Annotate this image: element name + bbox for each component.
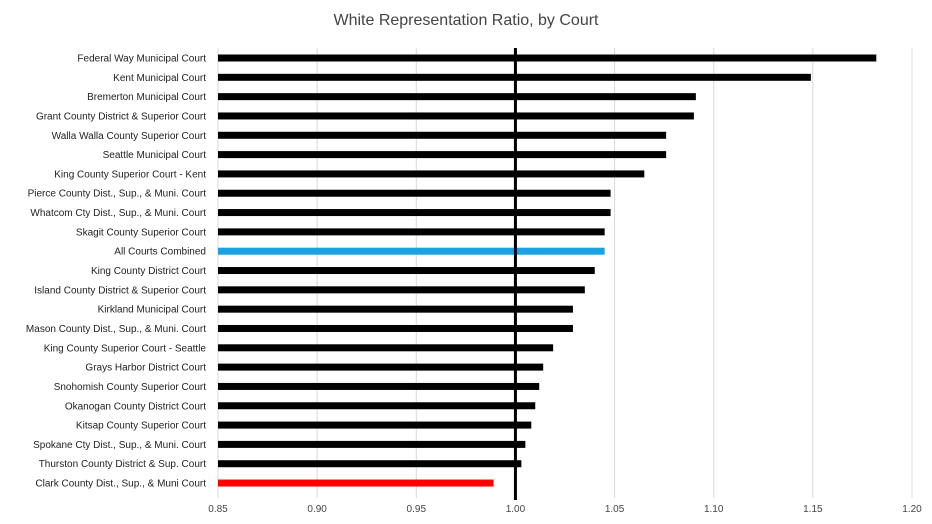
category-label: Walla Walla County Superior Court (52, 131, 207, 142)
category-label: Kirkland Municipal Court (98, 305, 207, 316)
bar (218, 363, 544, 371)
bar (218, 151, 667, 159)
x-tick-label: 1.00 (506, 504, 526, 515)
category-label: Kitsap County Superior Court (76, 421, 206, 432)
category-label: Federal Way Municipal Court (77, 54, 206, 65)
bar (218, 305, 573, 313)
category-label: King County Superior Court - Seattle (44, 343, 207, 354)
bar (218, 131, 667, 139)
bar (218, 189, 611, 197)
chart-title: White Representation Ratio, by Court (333, 12, 599, 29)
bar (218, 460, 522, 468)
category-label: Okanogan County District Court (65, 401, 206, 412)
bar (218, 209, 611, 217)
bar (218, 421, 532, 429)
bar (218, 479, 494, 487)
category-label: Pierce County Dist., Sup., & Muni. Court (28, 189, 207, 200)
bar (218, 170, 645, 178)
category-label: Snohomish County Superior Court (54, 382, 207, 393)
bar (218, 247, 605, 255)
category-label: Grant County District & Superior Court (36, 111, 206, 122)
category-label: Mason County Dist., Sup., & Muni. Court (26, 324, 206, 335)
bar (218, 286, 585, 294)
category-label: Whatcom Cty Dist., Sup., & Muni. Court (30, 208, 206, 219)
bar (218, 112, 694, 120)
category-label: Clark County Dist., Sup., & Muni Court (35, 479, 206, 490)
category-label: All Courts Combined (114, 247, 206, 258)
bar (218, 402, 536, 410)
bar (218, 324, 573, 332)
category-label: Grays Harbor District Court (85, 363, 206, 374)
x-tick-label: 0.95 (407, 504, 427, 515)
bar (218, 93, 696, 101)
x-tick-label: 1.20 (902, 504, 922, 515)
category-labels: Federal Way Municipal Court Kent Municipa… (26, 54, 207, 490)
category-label: King County District Court (91, 266, 206, 277)
category-label: Bremerton Municipal Court (87, 92, 206, 103)
bar (218, 54, 877, 62)
category-label: Thurston County District & Sup. Court (39, 459, 207, 470)
bar (218, 344, 554, 352)
x-tick-label: 1.15 (803, 504, 823, 515)
category-label: King County Superior Court - Kent (54, 169, 206, 180)
x-tick-label: 1.10 (704, 504, 724, 515)
category-label: Kent Municipal Court (113, 73, 206, 84)
x-tick-label: 1.05 (605, 504, 625, 515)
bars (218, 54, 877, 487)
x-tick-label: 0.85 (208, 504, 228, 515)
x-axis-ticks: 0.85 0.90 0.95 1.00 1.05 1.10 1.15 1.20 (208, 504, 922, 515)
bar (218, 382, 540, 390)
bar (218, 267, 595, 275)
bar (218, 440, 526, 448)
x-tick-label: 0.90 (307, 504, 327, 515)
category-label: Island County District & Superior Court (34, 285, 206, 296)
category-label: Seattle Municipal Court (103, 150, 207, 161)
category-label: Spokane Cty Dist., Sup., & Muni. Court (33, 440, 206, 451)
bar (218, 228, 605, 236)
category-label: Skagit County Superior Court (76, 227, 206, 238)
